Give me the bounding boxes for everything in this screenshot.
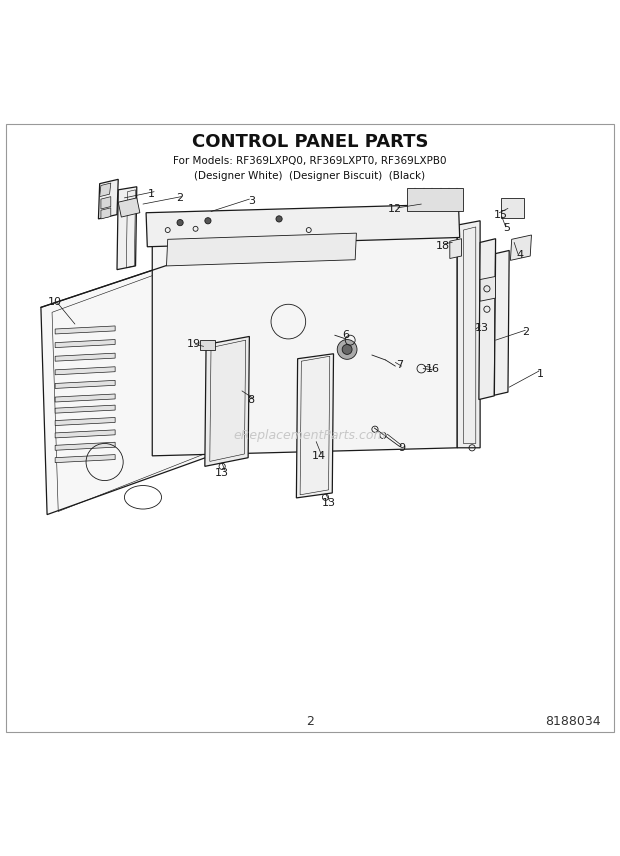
Polygon shape xyxy=(480,276,495,301)
Polygon shape xyxy=(55,380,115,389)
Text: 9: 9 xyxy=(398,443,405,453)
Polygon shape xyxy=(55,418,115,425)
Circle shape xyxy=(342,344,352,354)
Polygon shape xyxy=(55,366,115,375)
Text: 15: 15 xyxy=(494,210,508,220)
Text: 13: 13 xyxy=(475,323,489,333)
Text: 2: 2 xyxy=(306,716,314,728)
Polygon shape xyxy=(510,235,531,260)
Polygon shape xyxy=(55,455,115,462)
Text: (Designer White)  (Designer Biscuit)  (Black): (Designer White) (Designer Biscuit) (Bla… xyxy=(195,171,425,181)
Polygon shape xyxy=(117,187,137,270)
Polygon shape xyxy=(55,326,115,334)
Text: 8188034: 8188034 xyxy=(545,716,601,728)
Polygon shape xyxy=(457,221,480,448)
Polygon shape xyxy=(55,430,115,438)
Text: 7: 7 xyxy=(396,360,403,370)
Polygon shape xyxy=(55,340,115,348)
Text: 13: 13 xyxy=(215,467,229,478)
Polygon shape xyxy=(55,394,115,402)
Polygon shape xyxy=(167,233,356,266)
Polygon shape xyxy=(479,239,495,400)
Polygon shape xyxy=(205,336,249,467)
Text: 1: 1 xyxy=(537,369,544,378)
Text: 14: 14 xyxy=(312,451,326,461)
Text: 5: 5 xyxy=(503,223,510,233)
Text: CONTROL PANEL PARTS: CONTROL PANEL PARTS xyxy=(192,134,428,152)
Polygon shape xyxy=(55,354,115,361)
Text: 12: 12 xyxy=(388,204,402,214)
Circle shape xyxy=(337,340,357,360)
Text: 4: 4 xyxy=(516,250,524,259)
Text: 6: 6 xyxy=(342,330,350,340)
Polygon shape xyxy=(41,242,245,514)
Text: 16: 16 xyxy=(425,365,440,374)
Text: 10: 10 xyxy=(48,297,62,306)
Text: 1: 1 xyxy=(148,188,155,199)
Polygon shape xyxy=(450,239,461,259)
Polygon shape xyxy=(101,197,111,209)
Polygon shape xyxy=(55,443,115,450)
Text: 13: 13 xyxy=(322,498,335,508)
Text: 19: 19 xyxy=(187,340,201,349)
Text: 2: 2 xyxy=(521,327,529,337)
Polygon shape xyxy=(146,204,459,247)
FancyBboxPatch shape xyxy=(500,198,524,217)
Polygon shape xyxy=(296,354,334,498)
Circle shape xyxy=(205,217,211,224)
Text: eReplacementParts.com: eReplacementParts.com xyxy=(234,429,386,442)
Text: 18: 18 xyxy=(436,241,450,251)
Circle shape xyxy=(177,219,183,226)
Text: 3: 3 xyxy=(248,196,255,206)
FancyBboxPatch shape xyxy=(407,188,463,211)
Polygon shape xyxy=(99,179,118,219)
Polygon shape xyxy=(118,198,140,217)
Polygon shape xyxy=(101,208,111,219)
Polygon shape xyxy=(153,225,457,456)
Text: 2: 2 xyxy=(177,193,184,204)
Text: For Models: RF369LXPQ0, RF369LXPT0, RF369LXPB0: For Models: RF369LXPQ0, RF369LXPT0, RF36… xyxy=(173,156,447,166)
Polygon shape xyxy=(55,405,115,413)
Polygon shape xyxy=(100,183,111,197)
Polygon shape xyxy=(494,251,509,395)
FancyBboxPatch shape xyxy=(200,340,215,350)
Circle shape xyxy=(276,216,282,222)
Text: 8: 8 xyxy=(247,395,255,405)
